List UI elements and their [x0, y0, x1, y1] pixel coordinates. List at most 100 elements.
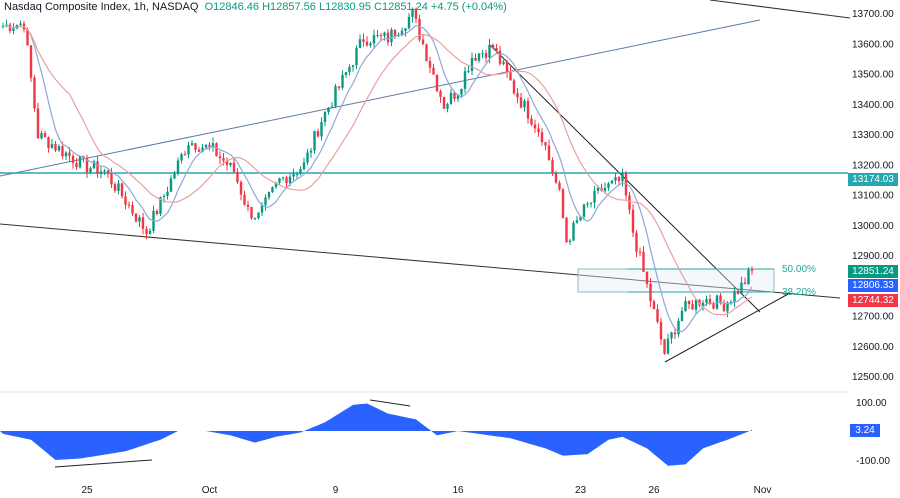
candle-body [414, 8, 418, 19]
candle-body [271, 187, 274, 193]
candle-body [232, 162, 236, 173]
candle-body [173, 173, 176, 179]
candle-body [274, 182, 278, 188]
candle-body [169, 178, 173, 192]
candle-body [117, 183, 120, 191]
candle-body [131, 205, 134, 214]
candle-body [12, 28, 15, 31]
candle-body [92, 161, 96, 169]
time-tick-label: 9 [333, 485, 339, 496]
candle-body [467, 70, 470, 72]
candle-body [190, 143, 194, 146]
candle-body [750, 269, 754, 271]
candle-body [516, 93, 519, 98]
candle-body [85, 158, 89, 172]
candle-body [526, 100, 530, 119]
candle-body [358, 39, 362, 48]
candle-body [355, 47, 358, 66]
candle-body [183, 154, 187, 156]
time-tick-label: 26 [648, 485, 660, 496]
candle-body [638, 251, 642, 253]
candle-body [194, 143, 197, 150]
candle-body [712, 303, 715, 309]
candle-body [617, 177, 621, 182]
candle-body [365, 41, 369, 46]
candle-body [740, 282, 743, 294]
candle-body [733, 291, 736, 302]
candle-body [204, 144, 208, 148]
candle-body [607, 183, 610, 188]
candle-body [103, 170, 106, 172]
level-badge: 13174.03 [848, 173, 898, 186]
candle-body [425, 44, 428, 62]
candle-body [106, 170, 110, 174]
candle-body [572, 222, 575, 241]
candle-body [614, 177, 617, 181]
oscillator-divergence-bottom [54, 459, 153, 468]
fib-50-label: 50.00% [782, 264, 816, 275]
candle-body [596, 187, 600, 191]
candle-body [390, 29, 393, 43]
candle-body [551, 160, 554, 174]
candle-body [159, 196, 162, 214]
time-tick-label: Oct [202, 485, 218, 496]
candle-body [645, 271, 649, 284]
candle-body [229, 162, 232, 166]
candle-body [411, 8, 414, 17]
candle-body [383, 32, 386, 36]
fib-38-label: 38.20% [782, 287, 816, 298]
candle-body [29, 45, 33, 78]
open-value: O12846.46 [204, 1, 259, 13]
candle-body [225, 160, 229, 166]
candle-body [327, 107, 330, 113]
candle-body [386, 32, 390, 43]
oscillator-area [0, 403, 752, 466]
candle-body [75, 163, 78, 168]
candle-body [288, 176, 292, 184]
candle-body [404, 28, 407, 31]
candle-body [50, 144, 54, 149]
candle-body [218, 156, 222, 159]
candle-body [642, 251, 645, 272]
candle-body [246, 204, 250, 207]
candle-body [575, 220, 579, 223]
candle-body [579, 216, 582, 221]
candle-body [481, 53, 484, 55]
candles [1, 7, 754, 355]
candle-body [680, 310, 684, 321]
candle-body [372, 35, 376, 44]
candle-body [166, 191, 169, 196]
candle-body [554, 173, 558, 183]
moving-averages [2, 24, 753, 333]
candle-body [610, 180, 614, 184]
candle-body [19, 23, 22, 25]
candle-body [348, 66, 351, 73]
candle-body [222, 158, 225, 161]
oscillator-divergence-top [369, 399, 411, 407]
candle-body [460, 88, 463, 95]
candle-body [71, 156, 75, 164]
slow-ma-line [2, 24, 753, 316]
price-tick-label: 12500.00 [852, 372, 894, 383]
candle-body [488, 44, 491, 58]
candle-body [96, 161, 99, 174]
candle-body [736, 291, 740, 294]
candle-body [344, 72, 348, 75]
candle-body [673, 332, 677, 335]
price-tick-label: 13200.00 [852, 160, 894, 171]
candle-body [421, 39, 425, 45]
candle-body [141, 217, 145, 229]
triangle-support-line [664, 292, 791, 363]
candle-body [603, 187, 607, 191]
candle-body [61, 146, 64, 157]
candle-body [197, 149, 201, 152]
candle-body [593, 190, 596, 203]
candle-body [687, 301, 691, 305]
candle-body [491, 44, 495, 49]
price-tick-label: 12700.00 [852, 312, 894, 323]
candle-body [351, 65, 355, 67]
candle-body [47, 137, 50, 149]
candle-body [138, 217, 141, 222]
candle-body [64, 152, 68, 157]
